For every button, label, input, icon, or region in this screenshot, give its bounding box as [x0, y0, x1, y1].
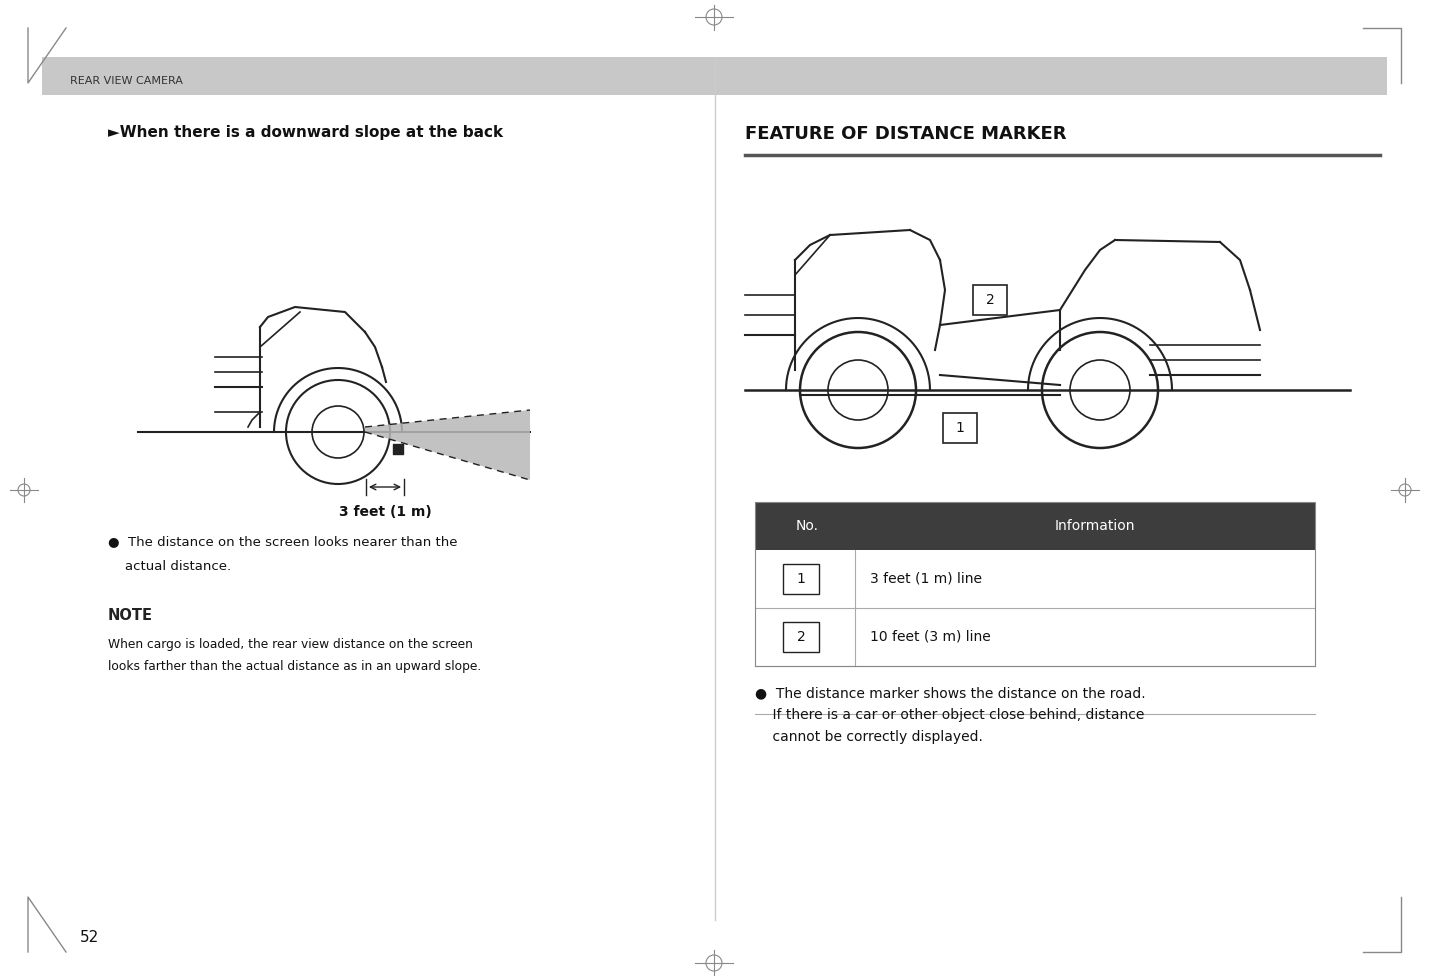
Text: ●  The distance marker shows the distance on the road.: ● The distance marker shows the distance… [755, 686, 1146, 700]
Text: cannot be correctly displayed.: cannot be correctly displayed. [755, 730, 983, 744]
Text: REAR VIEW CAMERA: REAR VIEW CAMERA [70, 76, 183, 86]
Text: When cargo is loaded, the rear view distance on the screen: When cargo is loaded, the rear view dist… [109, 638, 473, 651]
Text: FEATURE OF DISTANCE MARKER: FEATURE OF DISTANCE MARKER [745, 125, 1066, 143]
Polygon shape [364, 410, 530, 480]
Bar [973, 285, 1007, 315]
Text: 3 feet (1 m) line: 3 feet (1 m) line [870, 572, 982, 586]
Text: 1: 1 [796, 572, 806, 586]
Bar [755, 502, 1315, 666]
Bar [755, 502, 1315, 550]
Text: 10 feet (3 m) line: 10 feet (3 m) line [870, 630, 990, 644]
Bar [943, 413, 977, 443]
Text: If there is a car or other object close behind, distance: If there is a car or other object close … [755, 708, 1145, 722]
Text: looks farther than the actual distance as in an upward slope.: looks farther than the actual distance a… [109, 660, 482, 673]
Text: 1: 1 [956, 421, 965, 435]
Text: 2: 2 [796, 630, 806, 644]
Text: NOTE: NOTE [109, 608, 153, 623]
Text: actual distance.: actual distance. [109, 560, 231, 573]
Text: 2: 2 [986, 293, 995, 307]
Text: 3 feet (1 m): 3 feet (1 m) [339, 505, 432, 519]
Text: ►When there is a downward slope at the back: ►When there is a downward slope at the b… [109, 125, 503, 140]
Bar [783, 622, 819, 652]
Text: Information: Information [1055, 519, 1135, 533]
Bar [783, 564, 819, 594]
Text: ●  The distance on the screen looks nearer than the: ● The distance on the screen looks neare… [109, 535, 457, 548]
Text: No.: No. [796, 519, 819, 533]
Text: 52: 52 [80, 930, 99, 945]
Bar [41, 57, 1388, 95]
